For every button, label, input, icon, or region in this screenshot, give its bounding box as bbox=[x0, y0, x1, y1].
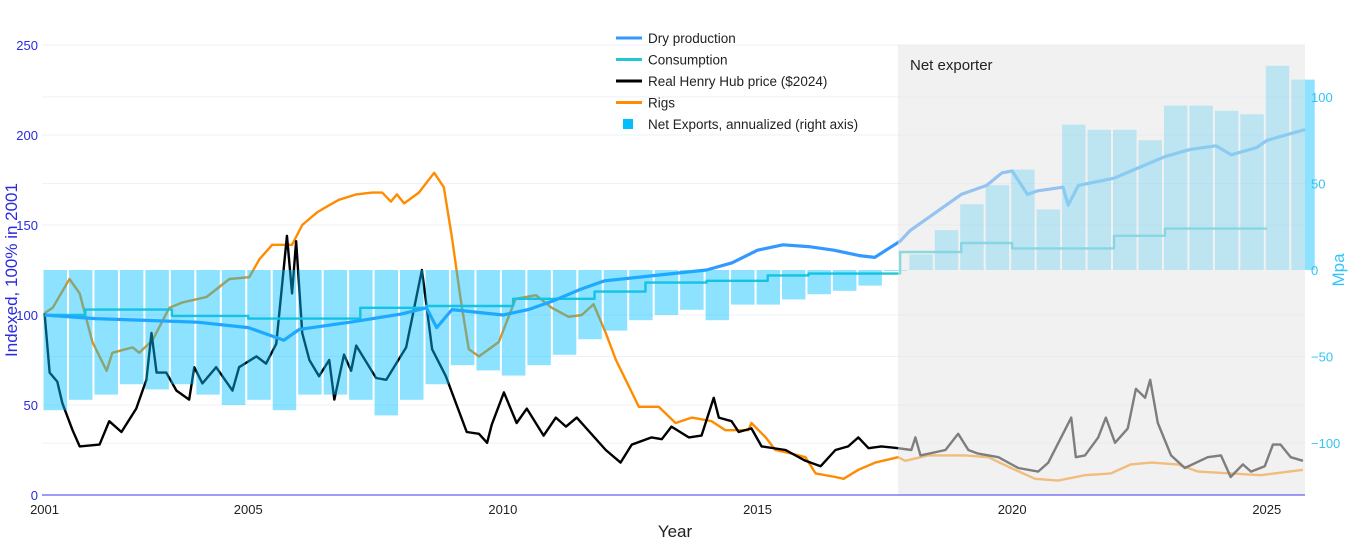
y-tick-label: 200 bbox=[16, 128, 38, 143]
x-tick-label: 2001 bbox=[30, 502, 59, 517]
net-exports-bar bbox=[400, 270, 424, 400]
legend: Dry production Consumption Real Henry Hub … bbox=[616, 31, 858, 132]
net-exports-bar bbox=[552, 270, 577, 355]
net-exports-bar bbox=[705, 270, 730, 321]
net-exports-bar bbox=[349, 270, 373, 400]
net-exports-bar bbox=[883, 270, 908, 271]
x-tick-label: 2015 bbox=[743, 502, 772, 517]
y-tick-label: 250 bbox=[16, 38, 38, 53]
y2-axis-title: Mpa bbox=[1329, 253, 1348, 287]
y-ticks: 0 50 100 150 200 250 bbox=[16, 38, 38, 503]
net-exports-bar bbox=[94, 270, 118, 395]
y-tick-label: 100 bbox=[16, 308, 38, 323]
net-exports-bar bbox=[654, 270, 679, 315]
legend-label: Dry production bbox=[648, 31, 736, 46]
legend-label: Real Henry Hub price ($2024) bbox=[648, 74, 827, 89]
legend-label: Rigs bbox=[648, 96, 675, 111]
net-exports-bar bbox=[603, 270, 628, 331]
net-exporter-shade bbox=[898, 45, 1305, 495]
y2-tick-label: −50 bbox=[1311, 350, 1333, 365]
net-exports-bar bbox=[578, 270, 602, 340]
net-exports-bar bbox=[527, 270, 551, 366]
x-tick-label: 2025 bbox=[1252, 502, 1281, 517]
net-exporter-label: Net exporter bbox=[910, 57, 993, 74]
net-exports-bar bbox=[501, 270, 526, 376]
net-exports-bar bbox=[680, 270, 704, 310]
net-exports-bar bbox=[832, 270, 857, 291]
net-exports-bar bbox=[781, 270, 806, 300]
x-tick-label: 2020 bbox=[998, 502, 1027, 517]
net-exports-bar bbox=[629, 270, 653, 321]
y2-tick-label: 0 bbox=[1311, 263, 1318, 278]
net-exports-bar bbox=[221, 270, 246, 405]
y2-tick-label: −100 bbox=[1311, 436, 1340, 451]
y2-ticks: −100 −50 0 50 100 bbox=[1311, 90, 1340, 451]
x-tick-label: 2005 bbox=[234, 502, 263, 517]
y-tick-label: 150 bbox=[16, 218, 38, 233]
net-exports-bar bbox=[323, 270, 348, 395]
x-axis-title: Year bbox=[658, 522, 693, 541]
y-tick-label: 50 bbox=[24, 398, 38, 413]
gridlines bbox=[42, 44, 1305, 444]
x-ticks: 2001 2005 2010 2015 2020 2025 bbox=[30, 502, 1281, 517]
net-exports-bar bbox=[858, 270, 882, 286]
net-exports-bar bbox=[69, 270, 93, 400]
y-tick-label: 0 bbox=[31, 488, 38, 503]
net-exports-bar bbox=[272, 270, 297, 411]
legend-label: Net Exports, annualized (right axis) bbox=[648, 117, 858, 132]
net-exports-bar bbox=[374, 270, 399, 416]
net-exports-bar bbox=[756, 270, 780, 305]
legend-label: Consumption bbox=[648, 53, 728, 68]
net-exports-bar bbox=[731, 270, 755, 305]
net-exports-bar bbox=[807, 270, 831, 295]
y-axis-title: Indexed, 100% in 2001 bbox=[2, 183, 21, 357]
net-exports-bar bbox=[247, 270, 271, 400]
net-exports-bar bbox=[425, 270, 449, 385]
net-exports-bar bbox=[450, 270, 475, 366]
net-exports-bar bbox=[298, 270, 322, 395]
net-exports-bar bbox=[170, 270, 195, 385]
y2-tick-label: 100 bbox=[1311, 90, 1333, 105]
net-exports-bar bbox=[196, 270, 220, 395]
net-exports-bar bbox=[119, 270, 144, 385]
net-exports-bar bbox=[43, 270, 68, 411]
legend-swatch-net-exports bbox=[623, 119, 633, 129]
y2-tick-label: 50 bbox=[1311, 176, 1325, 191]
net-exports-bar bbox=[145, 270, 169, 390]
net-exports-bar bbox=[476, 270, 500, 371]
x-tick-label: 2010 bbox=[488, 502, 517, 517]
